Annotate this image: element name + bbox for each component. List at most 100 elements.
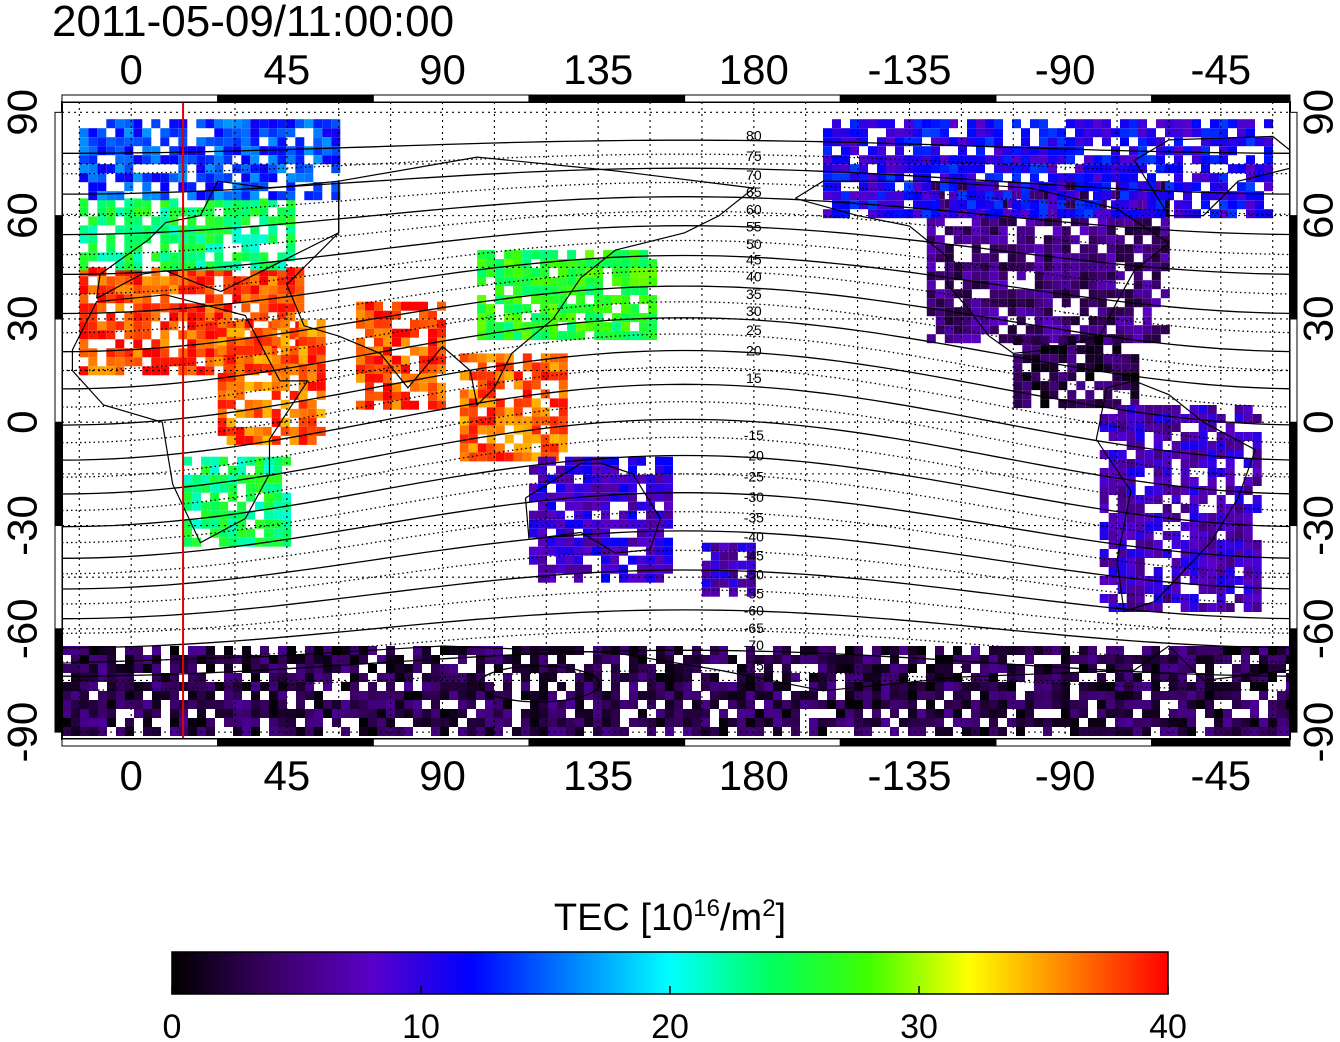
tec-cell [124,243,134,253]
tec-cell [1117,423,1127,432]
tec-cell [895,200,904,210]
tec-cell [899,646,908,655]
tec-cell [196,119,206,129]
tec-cell [531,250,541,260]
tec-cell [187,312,197,322]
tec-cell [764,673,773,682]
tec-cell [683,655,692,664]
tec-cell [737,682,746,691]
tec-cell [540,286,550,296]
tec-cell [646,510,655,520]
tec-cell [278,727,287,736]
tec-cell [728,655,737,664]
tec-cell [133,128,143,138]
tec-cell [298,408,308,418]
tec-cell [246,483,256,493]
tec-cell [601,465,610,475]
tec-cell [1223,655,1232,664]
tec-cell [746,664,755,673]
tec-cell [1160,325,1170,335]
tec-cell [791,673,800,682]
tec-cell [529,555,538,565]
tec-cell [124,173,134,183]
tec-cell [1232,673,1241,682]
tec-cell [262,435,272,445]
tec-cell [1243,513,1253,522]
tec-cell [574,465,583,475]
tec-cell [1088,727,1097,736]
tec-cell [494,655,503,664]
tec-cell [169,261,179,271]
tec-cell [958,191,967,201]
tec-cell [601,492,610,502]
tec-cell [242,646,251,655]
tec-cell [88,137,98,147]
tec-cell [980,682,989,691]
tec-cell [1061,664,1070,673]
tec-cell [89,727,98,736]
tec-cell [359,727,368,736]
tec-cell [895,191,904,201]
tec-cell [1153,432,1163,441]
tec-cell [233,727,242,736]
tec-cell [235,318,245,328]
tec-cell [1094,381,1104,391]
tec-cell [304,119,314,129]
tec-cell [592,483,601,493]
tec-cell [323,709,332,718]
tec-cell [413,646,422,655]
tec-cell [486,425,496,435]
tec-cell [980,271,990,281]
tec-cell [1057,128,1066,138]
tec-cell [80,691,89,700]
tec-cell [1121,354,1131,364]
tec-cell [410,400,419,410]
tec-cell [1135,522,1145,531]
tec-cell [557,727,566,736]
tec-cell [1007,244,1017,254]
tec-cell [217,318,227,328]
tec-cell [841,128,850,138]
tec-cell [214,119,224,129]
tec-cell [295,294,305,304]
tec-cell [124,252,134,262]
tec-cell [558,259,568,269]
tec-cell [1106,190,1116,200]
tec-cell [1016,727,1025,736]
tec-cell [235,336,245,346]
tec-cell [1030,164,1039,174]
tec-cell [142,198,152,208]
tec-cell [522,380,532,390]
tec-cell [612,250,622,260]
tec-region-13 [1099,405,1262,612]
tec-cell [1252,558,1262,567]
tec-cell [428,319,437,329]
tec-cell [1061,718,1070,727]
tec-cell [307,354,317,364]
tec-cell [503,700,512,709]
tec-cell [422,682,431,691]
tec-cell [79,366,89,376]
tec-cell [106,330,116,340]
tec-cell [985,155,994,165]
tec-cell [1115,316,1125,326]
tec-cell [558,371,568,381]
tec-cell [890,700,899,709]
tec-cell [192,474,202,484]
tec-cell [701,587,711,597]
tec-cell [313,191,323,201]
tec-cell [467,718,476,727]
tec-cell [863,700,872,709]
tec-cell [341,700,350,709]
tec-cell [495,322,505,332]
tec-cell [664,474,673,484]
tec-cell [187,252,197,262]
tec-cell [485,655,494,664]
tec-cell [1108,531,1118,540]
tec-cell [958,137,967,147]
tec-cell [940,209,949,219]
tec-cell [152,691,161,700]
antarctica-coast [62,645,1290,692]
tec-cell [832,200,841,210]
tec-cell [558,353,568,363]
